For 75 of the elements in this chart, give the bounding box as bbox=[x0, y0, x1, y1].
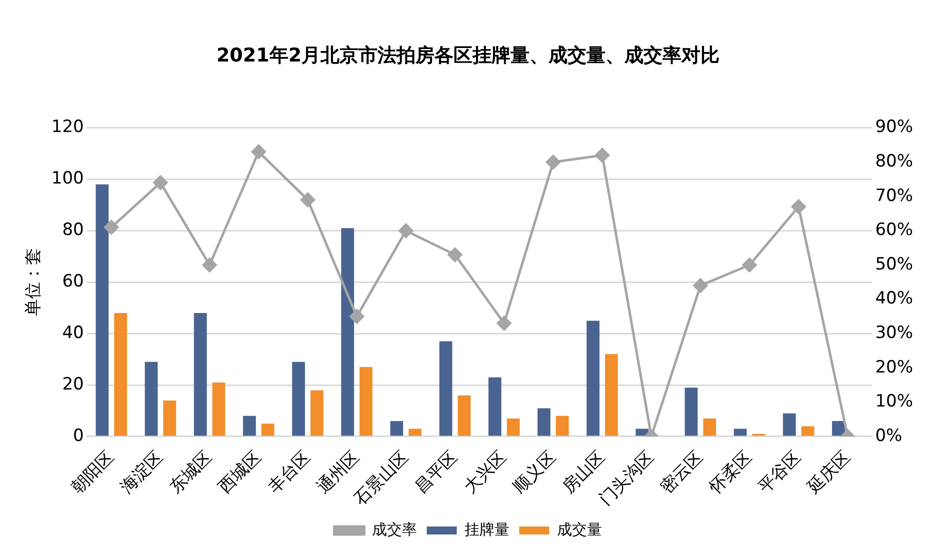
x-tick-label: 密云区 bbox=[656, 447, 708, 498]
y-axis-title: 单位：套 bbox=[24, 248, 44, 316]
point bbox=[791, 199, 806, 214]
bar bbox=[586, 320, 600, 436]
y-tick-label: 40 bbox=[62, 323, 84, 344]
bar bbox=[488, 377, 502, 436]
y2-tick-label: 70% bbox=[875, 186, 914, 206]
point bbox=[546, 154, 560, 170]
bar bbox=[310, 390, 324, 436]
point bbox=[350, 309, 364, 324]
point bbox=[594, 148, 610, 162]
y2-tick-label: 50% bbox=[875, 254, 914, 274]
x-tick-label: 平谷区 bbox=[755, 447, 806, 498]
point bbox=[251, 144, 266, 160]
x-tick-label: 朝阳区 bbox=[68, 447, 118, 498]
point bbox=[104, 220, 119, 235]
bar bbox=[114, 313, 128, 436]
legend-label: 成交量 bbox=[556, 520, 602, 538]
y2-tick-label: 10% bbox=[875, 392, 914, 412]
bar bbox=[390, 421, 404, 436]
bar bbox=[458, 395, 471, 436]
bar bbox=[782, 413, 796, 436]
x-tick-label: 东城区 bbox=[166, 447, 216, 498]
legend-label: 挂牌量 bbox=[464, 520, 510, 538]
bar bbox=[684, 388, 698, 436]
x-tick-label: 大兴区 bbox=[460, 447, 511, 498]
legend-label: 成交率 bbox=[372, 520, 417, 538]
point bbox=[496, 316, 512, 331]
y2-tick-label: 20% bbox=[875, 357, 914, 378]
point bbox=[153, 175, 168, 190]
point bbox=[448, 247, 462, 262]
y2-tick-label: 60% bbox=[875, 220, 914, 240]
y2-tick-label: 80% bbox=[875, 152, 914, 172]
bar bbox=[360, 367, 372, 436]
bar bbox=[96, 184, 109, 436]
x-tick-label: 延庆区 bbox=[803, 447, 854, 498]
bar bbox=[801, 426, 814, 436]
y-tick-label: 100 bbox=[51, 168, 84, 189]
bar bbox=[538, 408, 550, 436]
y-tick-label: 0 bbox=[73, 426, 84, 446]
bar bbox=[734, 428, 747, 436]
bar bbox=[261, 424, 274, 436]
bar bbox=[292, 362, 305, 436]
bar bbox=[439, 341, 452, 436]
bar bbox=[212, 382, 226, 436]
x-tick-label: 西城区 bbox=[215, 447, 266, 498]
point bbox=[742, 258, 757, 272]
x-tick-label: 昌平区 bbox=[411, 447, 462, 498]
x-tick-label: 海淀区 bbox=[116, 447, 168, 498]
y-tick-label: 60 bbox=[62, 272, 84, 292]
y2-tick-label: 30% bbox=[875, 323, 914, 344]
point bbox=[398, 223, 414, 238]
bar bbox=[556, 416, 569, 436]
x-tick-label: 丰台区 bbox=[264, 447, 314, 498]
bar bbox=[341, 228, 354, 436]
chart-title: 2021年2月北京市法拍房各区挂牌量、成交量、成交率对比 bbox=[216, 44, 720, 66]
y-tick-label: 80 bbox=[62, 220, 84, 240]
bar bbox=[194, 313, 207, 436]
y2-tick-label: 0% bbox=[875, 426, 902, 446]
y2-tick-label: 40% bbox=[875, 288, 914, 309]
y2-tick-label: 90% bbox=[875, 117, 914, 138]
bar bbox=[506, 418, 520, 436]
point bbox=[202, 258, 217, 272]
y-tick-label: 120 bbox=[51, 117, 84, 138]
bar bbox=[243, 416, 256, 436]
point bbox=[693, 278, 708, 293]
y-tick-label: 20 bbox=[62, 374, 84, 394]
x-tick-label: 顺义区 bbox=[510, 447, 560, 498]
x-tick-label: 怀柔区 bbox=[705, 447, 756, 498]
point bbox=[300, 192, 315, 208]
bar bbox=[605, 354, 618, 436]
bar bbox=[163, 400, 176, 436]
bar bbox=[144, 362, 158, 436]
bar bbox=[703, 418, 716, 436]
bar bbox=[408, 428, 422, 436]
